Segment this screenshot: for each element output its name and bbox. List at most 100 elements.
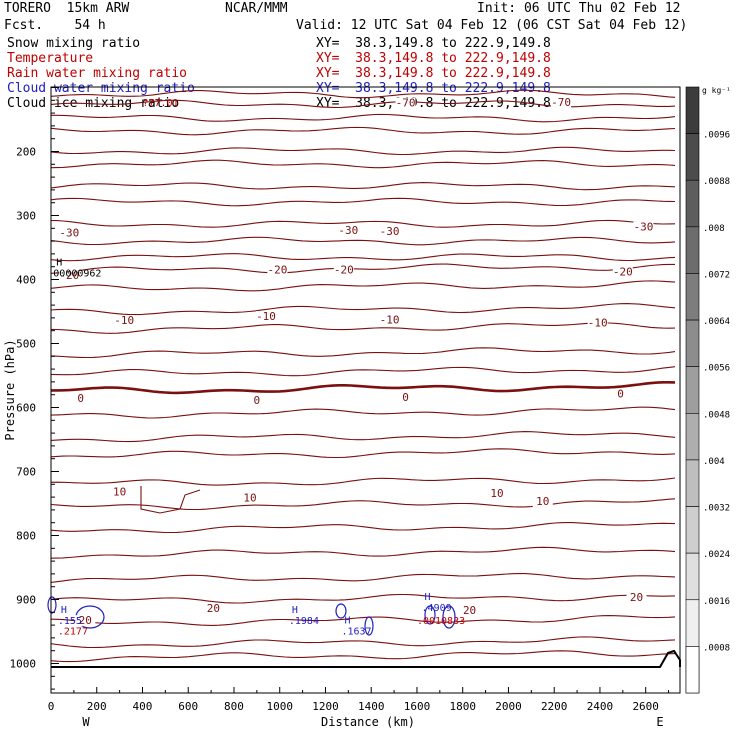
field-label-cloud-ice: Cloud ice mixing ratio xyxy=(7,96,180,111)
extremum-value: 00000962 xyxy=(53,268,101,279)
isotherm-line xyxy=(50,636,676,649)
colorbar-level: .0008 xyxy=(703,643,730,653)
isotherm-line xyxy=(50,366,676,377)
contour-label-bg xyxy=(109,486,130,498)
x-tick-label: 1000 xyxy=(266,700,293,713)
x-tick-label: 600 xyxy=(178,700,198,713)
contour-label-bg xyxy=(256,311,277,323)
contour-label: 20 xyxy=(630,591,643,604)
isotherm-line xyxy=(50,593,676,604)
y-axis: 200 300 400 500 600 700 800 900 1000 xyxy=(10,87,59,690)
x-tick-label: 1200 xyxy=(312,700,339,713)
extremum-value: .1984 xyxy=(289,616,319,627)
contour-label-bg xyxy=(487,487,508,499)
contour-label: -10 xyxy=(114,314,134,327)
isotherm-line xyxy=(50,431,676,443)
contour-label: -70 xyxy=(551,96,571,109)
isotherm-line xyxy=(50,303,676,316)
isotherm-line xyxy=(51,381,676,395)
isotherm-line xyxy=(50,159,676,169)
colorbar-level: .0072 xyxy=(703,270,730,280)
isotherm-line xyxy=(50,253,676,262)
colorbar-segment xyxy=(685,86,700,134)
contour-label: 0 xyxy=(402,391,409,404)
colorbar-level: .004 xyxy=(703,457,725,467)
contour-label-bg xyxy=(459,604,480,616)
contour-label-bg xyxy=(59,270,80,282)
extremum-value: .1637 xyxy=(341,627,371,638)
contour-label: -20 xyxy=(59,269,79,282)
colorbar-segment xyxy=(685,226,700,274)
contour-label-bg xyxy=(395,391,416,403)
contour-label-bg xyxy=(267,264,288,276)
plot-frame xyxy=(50,86,681,694)
colorbar-segment xyxy=(685,179,700,228)
contour-label: 0 xyxy=(617,388,624,401)
x-tick-label: 400 xyxy=(133,700,153,713)
y-tick-label: 300 xyxy=(16,210,36,223)
contour-label-bg xyxy=(551,96,572,108)
cloud-water-contour xyxy=(424,605,436,625)
y-tick-label: 700 xyxy=(16,466,36,479)
contour-label-bg xyxy=(395,97,416,109)
contour-label: 10 xyxy=(113,486,126,499)
isotherm-line xyxy=(50,448,676,459)
contour-label-bg xyxy=(239,492,260,504)
contour-label-bg xyxy=(633,221,654,233)
extremum-value: .2177 xyxy=(58,627,88,638)
colorbar-level: .0024 xyxy=(703,550,730,560)
x-tick-label: 2400 xyxy=(587,700,614,713)
isotherm-line xyxy=(50,263,675,274)
y-tick-label: 600 xyxy=(16,402,36,415)
colorbar-level: .0016 xyxy=(703,597,730,607)
isotherm-line xyxy=(50,182,676,191)
contour-label-bg xyxy=(114,315,135,327)
colorbar-segment xyxy=(685,599,700,647)
isotherm-line xyxy=(50,546,676,559)
y-tick-label: 500 xyxy=(16,338,36,351)
contour-label-bg xyxy=(612,266,633,278)
isotherm-line xyxy=(50,650,676,663)
contour-label: -20 xyxy=(334,263,354,276)
colorbar-level: .008 xyxy=(703,224,725,234)
isotherm-line xyxy=(50,236,676,246)
contour-label-bg xyxy=(246,395,267,407)
contour-label: 10 xyxy=(536,495,549,508)
contour-label: -30 xyxy=(380,225,400,238)
contour-label: 10 xyxy=(490,487,503,500)
isotherm-line xyxy=(50,615,676,626)
colorbar-segment xyxy=(685,413,700,461)
x-tick-label: 1600 xyxy=(404,700,431,713)
contour-labels: -70 -70 -30 -30 -30 -30 -20 -20 -20 -20 -10 -10 -10 -… xyxy=(59,96,654,627)
extrema-markers: 00000962H.155H.2177.1984H.1637H.4909H.00… xyxy=(53,98,465,638)
y-tick-label: 200 xyxy=(16,146,36,159)
contour-label: 20 xyxy=(207,602,220,615)
x-tick-label: 2000 xyxy=(495,700,522,713)
cloud-water-contour xyxy=(364,616,374,636)
contour-label: -30 xyxy=(633,221,653,234)
x-tick-label: 2600 xyxy=(632,700,659,713)
colorbar-segment xyxy=(685,133,700,181)
contour-label: 0 xyxy=(77,392,84,405)
contour-label: -70 xyxy=(396,96,416,109)
cloud-water-contours xyxy=(47,596,456,636)
x-tick-label: 2200 xyxy=(541,700,568,713)
contour-label: 10 xyxy=(243,491,256,504)
y-tick-label: 900 xyxy=(16,594,36,607)
contour-label: 20 xyxy=(463,604,476,617)
contour-label-bg xyxy=(626,592,647,604)
isotherm-line xyxy=(50,219,676,228)
field-label-temperature: Temperature xyxy=(7,51,94,66)
contour-label-bg xyxy=(532,496,553,508)
y-tick-label: 800 xyxy=(16,530,36,543)
colorbar-segment xyxy=(685,506,700,554)
colorbar-segment xyxy=(685,646,700,694)
colorbar-level: .0032 xyxy=(703,504,730,514)
colorbar-segment xyxy=(685,273,700,321)
isotherm-line xyxy=(50,522,676,534)
isotherm-line xyxy=(50,322,676,334)
contour-label: -20 xyxy=(268,263,288,276)
contour-label-bg xyxy=(379,226,400,238)
colorbar-level: .0088 xyxy=(703,177,730,187)
x-axis-title: Distance (km) xyxy=(321,715,415,729)
